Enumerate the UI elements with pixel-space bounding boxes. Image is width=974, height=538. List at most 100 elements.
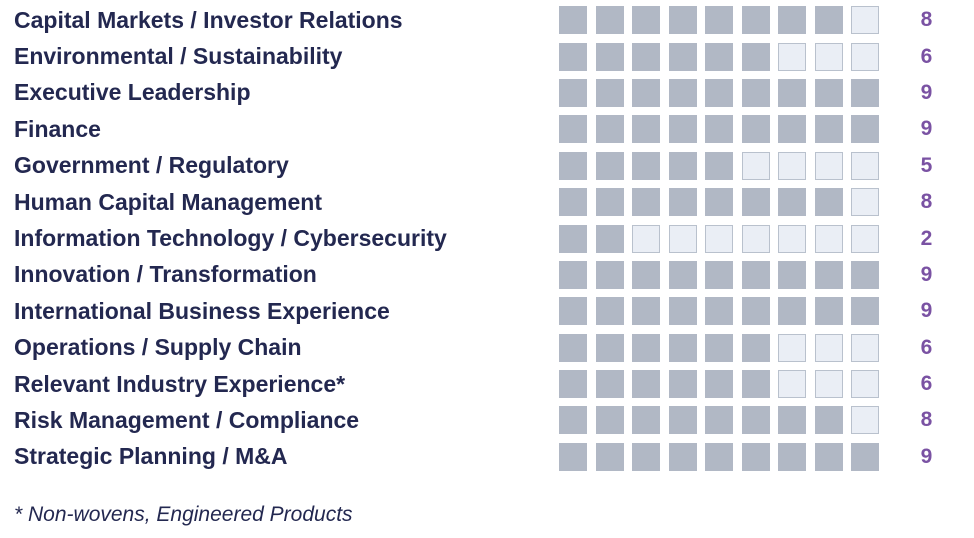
matrix-cell-filled	[595, 224, 624, 253]
skill-row: Capital Markets / Investor Relations 8	[0, 2, 974, 38]
matrix-cell-filled	[705, 260, 733, 289]
matrix-cell-filled	[814, 260, 843, 289]
matrix-cell-empty	[778, 333, 806, 362]
skill-row: Operations / Supply Chain 6	[0, 330, 974, 366]
skill-cells	[559, 115, 879, 144]
matrix-cell-empty	[851, 333, 879, 362]
skill-label: Finance	[14, 115, 101, 142]
matrix-cell-empty	[778, 370, 806, 399]
skill-label: Executive Leadership	[14, 79, 251, 106]
matrix-cell-filled	[559, 151, 587, 180]
skill-label: Innovation / Transformation	[14, 261, 317, 288]
skill-count: 9	[920, 444, 933, 468]
matrix-cell-filled	[632, 151, 660, 180]
skill-cells	[559, 42, 879, 71]
matrix-cell-filled	[705, 151, 733, 180]
skill-cells	[559, 442, 879, 471]
matrix-cell-filled	[778, 260, 806, 289]
matrix-cell-filled	[741, 6, 770, 35]
matrix-cell-filled	[778, 188, 806, 217]
skill-label: Information Technology / Cybersecurity	[14, 225, 447, 252]
matrix-cell-filled	[595, 442, 624, 471]
matrix-cell-filled	[632, 42, 660, 71]
matrix-cell-empty	[814, 151, 843, 180]
skill-count: 6	[920, 44, 933, 68]
matrix-cell-filled	[559, 115, 587, 144]
matrix-cell-empty	[851, 406, 879, 435]
matrix-cell-filled	[741, 260, 770, 289]
skill-cells	[559, 224, 879, 253]
skill-count: 8	[920, 8, 933, 32]
matrix-cell-filled	[668, 297, 697, 326]
matrix-cell-filled	[632, 442, 660, 471]
matrix-cell-filled	[668, 188, 697, 217]
matrix-cell-filled	[595, 42, 624, 71]
matrix-cell-filled	[668, 6, 697, 35]
matrix-cell-filled	[705, 188, 733, 217]
skill-cells	[559, 151, 879, 180]
matrix-cell-empty	[814, 42, 843, 71]
matrix-cell-filled	[559, 188, 587, 217]
skill-row: Innovation / Transformation 9	[0, 257, 974, 293]
matrix-cell-filled	[851, 297, 879, 326]
skill-row: Environmental / Sustainability 6	[0, 38, 974, 74]
matrix-cell-filled	[595, 78, 624, 107]
matrix-cell-filled	[741, 442, 770, 471]
matrix-cell-filled	[668, 260, 697, 289]
skill-cells	[559, 333, 879, 362]
matrix-cell-filled	[668, 151, 697, 180]
skill-label: Operations / Supply Chain	[14, 334, 302, 361]
skill-cells	[559, 260, 879, 289]
matrix-cell-filled	[595, 297, 624, 326]
matrix-cell-filled	[814, 188, 843, 217]
skill-cells	[559, 188, 879, 217]
matrix-cell-filled	[741, 78, 770, 107]
matrix-cell-filled	[741, 188, 770, 217]
matrix-cell-filled	[851, 260, 879, 289]
matrix-cell-filled	[595, 260, 624, 289]
skill-cells	[559, 406, 879, 435]
matrix-cell-filled	[559, 260, 587, 289]
matrix-cell-empty	[632, 224, 660, 253]
matrix-cell-filled	[559, 442, 587, 471]
skill-count: 8	[920, 408, 933, 432]
matrix-cell-empty	[778, 42, 806, 71]
matrix-cell-filled	[851, 78, 879, 107]
matrix-cell-filled	[559, 78, 587, 107]
matrix-cell-empty	[668, 224, 697, 253]
skill-label: Relevant Industry Experience*	[14, 370, 346, 397]
matrix-cell-filled	[559, 6, 587, 35]
matrix-cell-filled	[705, 115, 733, 144]
skill-count: 9	[920, 262, 933, 286]
matrix-cell-filled	[668, 333, 697, 362]
matrix-cell-filled	[778, 6, 806, 35]
matrix-cell-filled	[632, 260, 660, 289]
matrix-cell-filled	[668, 406, 697, 435]
matrix-cell-filled	[814, 442, 843, 471]
skill-row: Information Technology / Cybersecurity 2	[0, 220, 974, 256]
skill-count: 5	[920, 153, 933, 177]
matrix-cell-filled	[741, 115, 770, 144]
footnote: * Non-wovens, Engineered Products	[14, 503, 353, 527]
skill-cells	[559, 78, 879, 107]
matrix-cell-filled	[705, 78, 733, 107]
matrix-cell-filled	[705, 6, 733, 35]
matrix-cell-filled	[814, 115, 843, 144]
matrix-cell-filled	[559, 224, 587, 253]
skill-row: Finance 9	[0, 111, 974, 147]
matrix-cell-filled	[559, 406, 587, 435]
skill-label: Human Capital Management	[14, 188, 322, 215]
matrix-cell-filled	[595, 6, 624, 35]
skill-label: Capital Markets / Investor Relations	[14, 6, 403, 33]
matrix-cell-filled	[595, 188, 624, 217]
matrix-cell-filled	[814, 6, 843, 35]
matrix-cell-filled	[595, 370, 624, 399]
skill-label: International Business Experience	[14, 297, 390, 324]
matrix-cell-filled	[632, 333, 660, 362]
matrix-cell-filled	[668, 78, 697, 107]
matrix-cell-filled	[778, 115, 806, 144]
matrix-cell-filled	[668, 115, 697, 144]
matrix-cell-filled	[705, 297, 733, 326]
matrix-cell-filled	[559, 297, 587, 326]
matrix-cell-filled	[741, 297, 770, 326]
